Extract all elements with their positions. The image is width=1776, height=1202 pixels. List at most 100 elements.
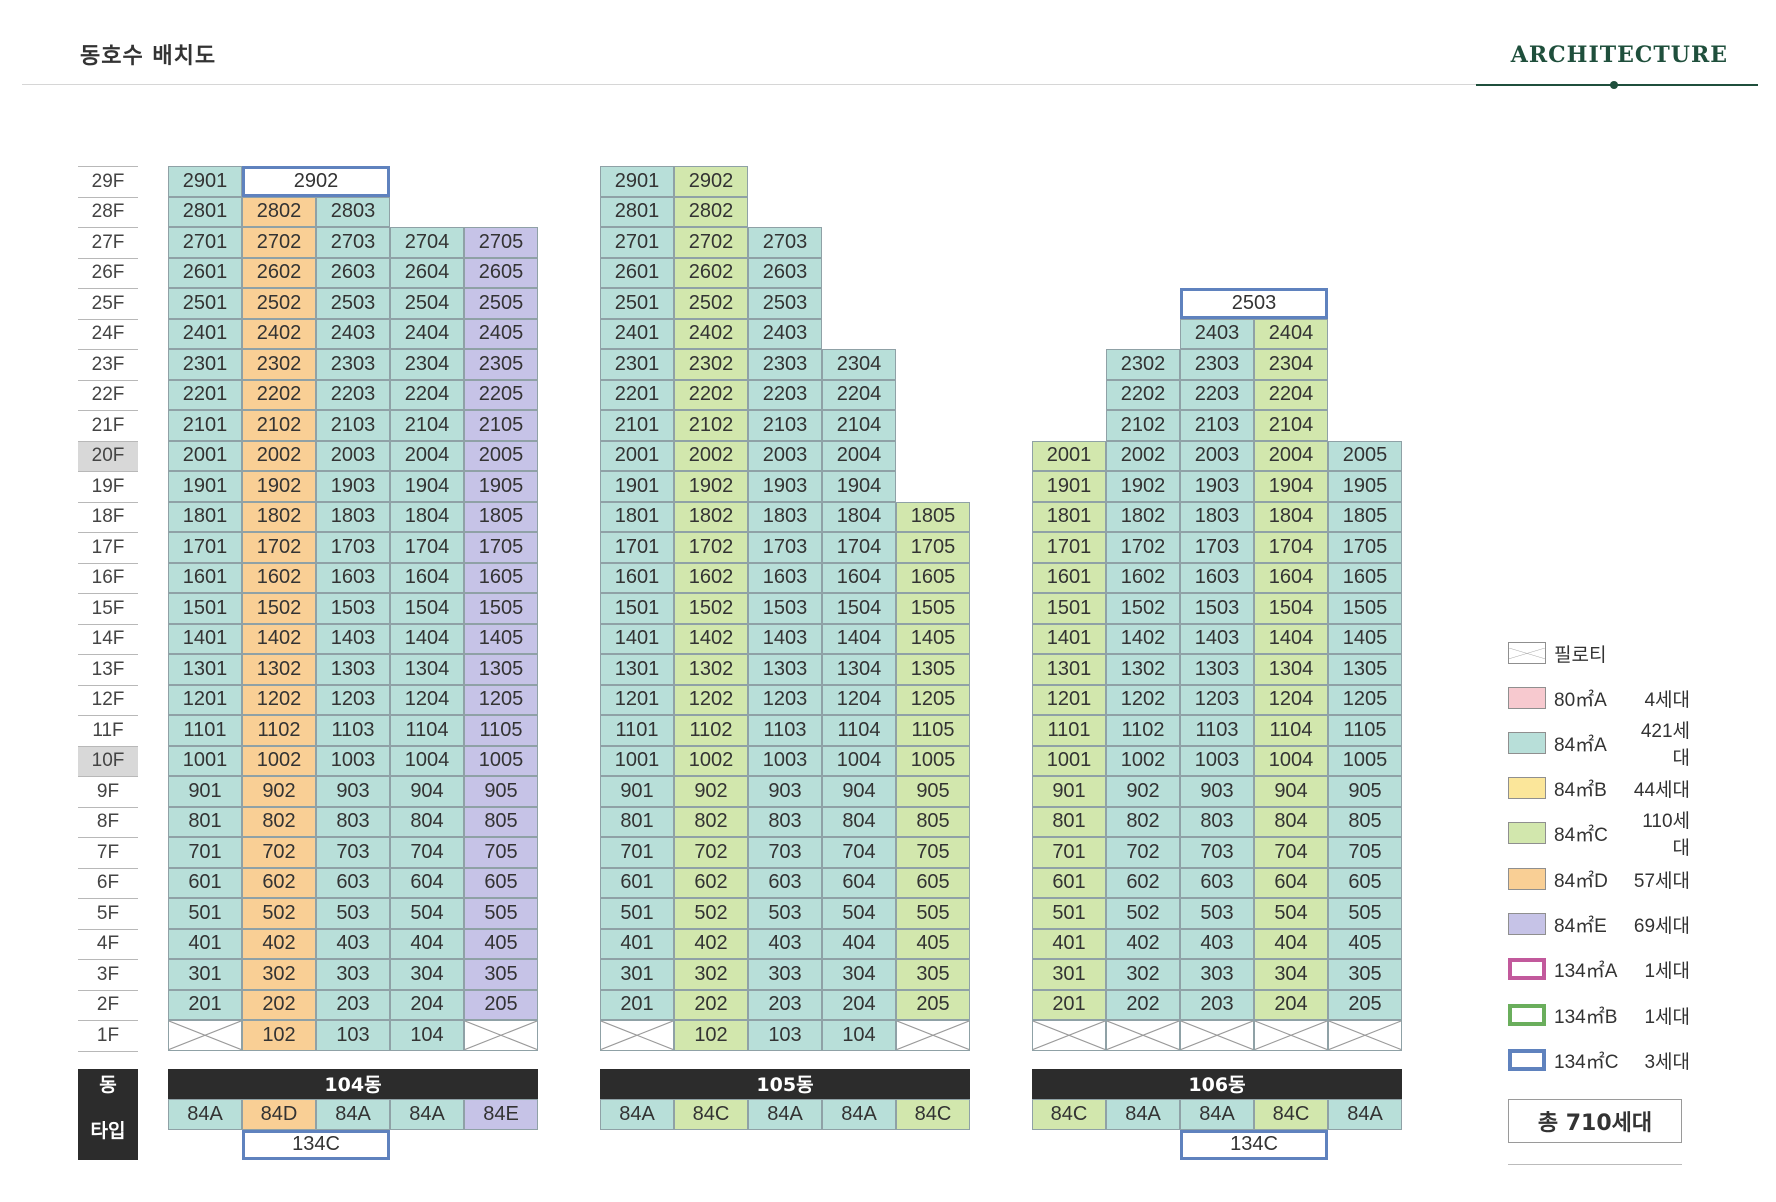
unit-cell: 1702 [1106,532,1180,563]
unit-cell: 205 [896,989,970,1020]
floor-label: 24F [78,318,138,350]
unit-cell: 602 [674,867,748,898]
unit-cell: 805 [1328,806,1402,837]
unit-cell: 802 [1106,806,1180,837]
unit-cell: 2402 [674,318,748,349]
legend-count: 3세대 [1644,1051,1690,1073]
unit-cell: 2803 [316,196,390,227]
unit-cell: 902 [1106,776,1180,807]
unit-cell: 1303 [316,654,390,685]
unit-cell: 2102 [1106,410,1180,441]
unit-cell: 1705 [896,532,970,563]
floor-label: 28F [78,196,138,228]
unit-cell: 1304 [390,654,464,685]
unit-cell: 2603 [316,257,390,288]
unit-cell: 402 [242,928,316,959]
unit-cell: 2103 [316,410,390,441]
type-cell: 84A [1328,1099,1402,1130]
legend-count: 110세대 [1642,811,1690,859]
legend-item: 134㎡C 3세대 [1508,1047,1690,1073]
type-cell: 84A [822,1099,896,1130]
unit-cell: 1102 [674,715,748,746]
unit-cell: 402 [674,928,748,959]
unit-cell: 1705 [464,532,538,563]
unit-cell: 2404 [390,318,464,349]
unit-cell: 804 [1254,806,1328,837]
unit-cell: 2601 [600,257,674,288]
unit-cell: 303 [748,959,822,990]
building-name-bar: 105동 [600,1068,970,1099]
floor-label: 22F [78,379,138,411]
unit-cell: 704 [1254,837,1328,868]
legend-count: 421세대 [1640,721,1690,769]
unit-cell: 1703 [1180,532,1254,563]
dong-label: 동 [78,1068,138,1099]
unit-cell: 202 [242,989,316,1020]
unit-cell: 605 [1328,867,1402,898]
unit-cell: 2503 [748,288,822,319]
floor-label: 6F [78,867,138,899]
unit-cell: 902 [674,776,748,807]
unit-cell: 302 [1106,959,1180,990]
type-cell: 84A [390,1099,464,1130]
pilotis-cell [1032,1020,1106,1051]
unit-cell: 2502 [674,288,748,319]
unit-cell: 1501 [168,593,242,624]
unit-cell: 1201 [1032,684,1106,715]
unit-cell: 202 [1106,989,1180,1020]
unit-cell: 702 [1106,837,1180,868]
unit-cell: 1005 [896,745,970,776]
unit-cell: 2302 [242,349,316,380]
floor-bottom-rule [78,1050,138,1052]
unit-cell: 301 [168,959,242,990]
unit-cell: 702 [674,837,748,868]
type-cell: 84A [316,1099,390,1130]
unit-cell: 2303 [748,349,822,380]
floor-label: 19F [78,471,138,502]
legend-item: 84㎡D 57세대 [1508,866,1690,892]
unit-cell: 1204 [1254,684,1328,715]
unit-cell: 405 [896,928,970,959]
unit-cell: 604 [822,867,896,898]
type-cell: 84A [600,1099,674,1130]
unit-cell: 1503 [1180,593,1254,624]
unit-cell: 1902 [242,471,316,502]
unit-cell: 1805 [464,501,538,532]
unit-cell: 203 [1180,989,1254,1020]
unit-cell: 203 [748,989,822,1020]
unit-cell: 605 [464,867,538,898]
unit-cell: 1903 [748,471,822,502]
unit-cell: 2202 [242,379,316,410]
legend-item: 84㎡E 69세대 [1508,911,1690,937]
unit-cell: 2605 [464,257,538,288]
unit-cell: 2303 [316,349,390,380]
unit-cell: 802 [674,806,748,837]
floor-label: 16F [78,562,138,594]
unit-cell: 1203 [748,684,822,715]
unit-cell: 1305 [1328,654,1402,685]
header-divider [22,84,1750,85]
unit-cell: 205 [1328,989,1402,1020]
unit-cell: 1802 [242,501,316,532]
unit-cell: 1005 [464,745,538,776]
unit-cell: 2301 [600,349,674,380]
unit-cell: 1502 [674,593,748,624]
unit-cell: 1303 [748,654,822,685]
unit-cell: 1104 [822,715,896,746]
unit-cell: 2304 [390,349,464,380]
legend-count: 1세대 [1644,1006,1690,1028]
unit-cell: 1102 [1106,715,1180,746]
unit-cell: 601 [600,867,674,898]
unit-cell: 2504 [390,288,464,319]
unit-cell: 1801 [1032,501,1106,532]
unit-cell: 2202 [1106,379,1180,410]
unit-cell: 102 [674,1020,748,1051]
unit-cell: 2403 [1180,318,1254,349]
unit-cell: 1702 [674,532,748,563]
unit-cell: 2304 [1254,349,1328,380]
floor-label: 29F [78,166,138,197]
unit-cell: 204 [1254,989,1328,1020]
unit-cell: 1602 [242,562,316,593]
floor-label: 26F [78,257,138,289]
unit-cell: 2402 [242,318,316,349]
